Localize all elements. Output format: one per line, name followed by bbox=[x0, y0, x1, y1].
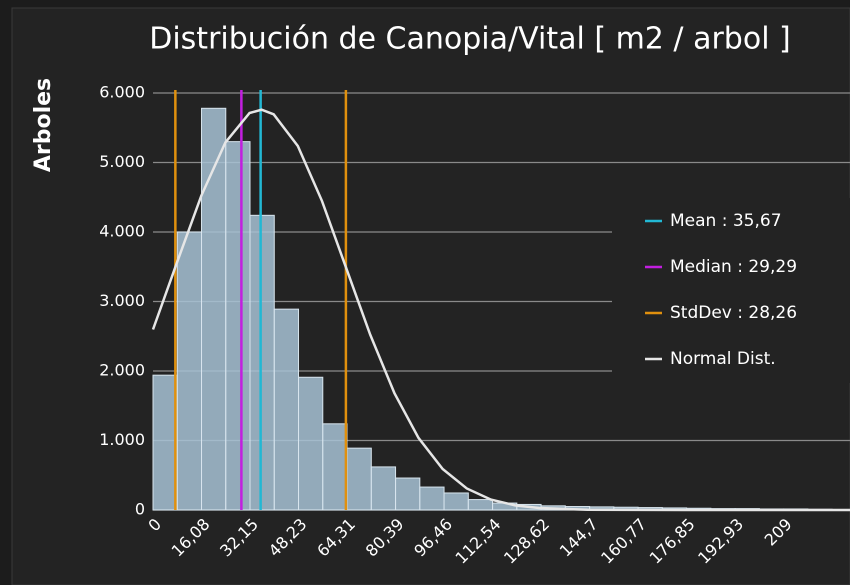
y-tick-label: 1.000 bbox=[99, 430, 145, 449]
y-tick-label: 2.000 bbox=[99, 361, 145, 380]
bar bbox=[395, 477, 421, 511]
bar bbox=[370, 466, 397, 511]
y-tick-label: 5.000 bbox=[99, 152, 145, 171]
bar bbox=[273, 308, 300, 511]
legend-label: Mean : 35,67 bbox=[670, 211, 782, 231]
y-tick-label: 4.000 bbox=[99, 222, 145, 241]
y-tick-label: 6.000 bbox=[99, 83, 145, 102]
bar bbox=[443, 492, 469, 511]
legend-label: Median : 29,29 bbox=[670, 257, 797, 277]
bar bbox=[176, 231, 203, 511]
y-axis-label: Arboles bbox=[31, 78, 56, 172]
chart-title: Distribución de Canopia/Vital [ m2 / arb… bbox=[149, 22, 791, 57]
bar bbox=[346, 447, 372, 511]
normal-curve bbox=[151, 108, 850, 512]
y-tick-label: 3.000 bbox=[99, 291, 145, 310]
legend-label: StdDev : 28,26 bbox=[670, 303, 797, 323]
bar bbox=[225, 141, 251, 511]
bar bbox=[322, 423, 348, 511]
bar bbox=[152, 374, 178, 511]
bar bbox=[298, 376, 324, 511]
bar bbox=[249, 214, 275, 511]
y-tick-label: 0 bbox=[135, 500, 145, 519]
legend-label: Normal Dist. bbox=[670, 349, 776, 369]
legend-background bbox=[612, 198, 850, 383]
bar bbox=[201, 107, 227, 511]
bar bbox=[419, 486, 445, 511]
bar bbox=[467, 499, 494, 511]
